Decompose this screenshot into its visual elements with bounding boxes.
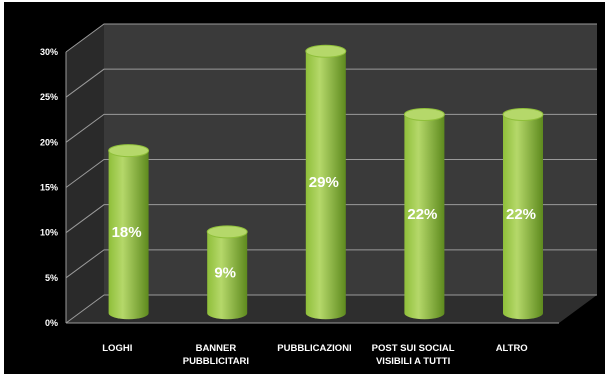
chart-frame: 0% 5% 10% 15% 20% 25% 30% 18% 9% 29% 22% 22% LOGHI… xyxy=(4,2,605,374)
x-tick-label: ALTRO xyxy=(496,343,528,354)
x-tick-label: POST SUI SOCIAL VISIBILI A TUTTI xyxy=(372,343,455,367)
y-tick-label: 30% xyxy=(40,47,58,57)
x-tick-label-line: VISIBILI A TUTTI xyxy=(376,356,450,367)
gridline xyxy=(65,23,597,53)
bar-top xyxy=(206,225,248,239)
y-tick-label: 0% xyxy=(45,318,58,328)
bar-body xyxy=(404,114,445,320)
y-tick-label: 20% xyxy=(40,137,58,147)
bar-body xyxy=(305,51,346,320)
bars: 18% 9% 29% 22% 22% xyxy=(108,44,544,320)
data-label: 22% xyxy=(407,206,437,223)
y-tick-label: 10% xyxy=(40,228,58,238)
data-label: 29% xyxy=(309,174,339,191)
bar-top xyxy=(108,144,150,158)
bar-body xyxy=(108,150,149,320)
bar: 29% xyxy=(305,44,347,320)
data-label: 18% xyxy=(112,224,142,241)
y-tick-label: 5% xyxy=(45,273,58,283)
y-tick-label: 25% xyxy=(40,92,58,102)
x-tick-label-line: POST SUI SOCIAL xyxy=(372,343,455,354)
bar: 22% xyxy=(403,107,445,320)
x-tick-label: BANNER PUBBLICITARI xyxy=(183,343,249,367)
x-tick-label: PUBBLICAZIONI xyxy=(277,343,351,354)
data-label: 22% xyxy=(506,206,536,223)
x-tick-label-line: BANNER xyxy=(196,343,237,354)
bar-body xyxy=(503,114,543,320)
x-tick-label: LOGHI xyxy=(102,343,132,354)
bar: 22% xyxy=(502,107,544,320)
bar-top xyxy=(502,107,544,121)
x-tick-label-line: PUBBLICAZIONI xyxy=(277,343,351,354)
x-tick-label-line: ALTRO xyxy=(496,343,528,354)
bar-body xyxy=(207,231,248,320)
gridline xyxy=(65,68,597,98)
bar-top xyxy=(305,44,347,58)
y-axis-ticks: 0% 5% 10% 15% 20% 25% 30% xyxy=(40,47,58,328)
x-tick-label-line: PUBBLICITARI xyxy=(183,356,249,367)
x-tick-label-line: LOGHI xyxy=(102,343,132,354)
cylinder-bar-chart: 0% 5% 10% 15% 20% 25% 30% 18% 9% 29% 22% 22% LOGHI… xyxy=(40,23,597,367)
bar-top xyxy=(403,107,445,121)
category-labels: LOGHI BANNER PUBBLICITARI PUBBLICAZIONI POST… xyxy=(102,343,527,367)
bar: 18% xyxy=(108,144,150,320)
y-tick-label: 15% xyxy=(40,183,58,193)
data-label: 9% xyxy=(214,265,236,282)
bar: 9% xyxy=(206,225,248,320)
